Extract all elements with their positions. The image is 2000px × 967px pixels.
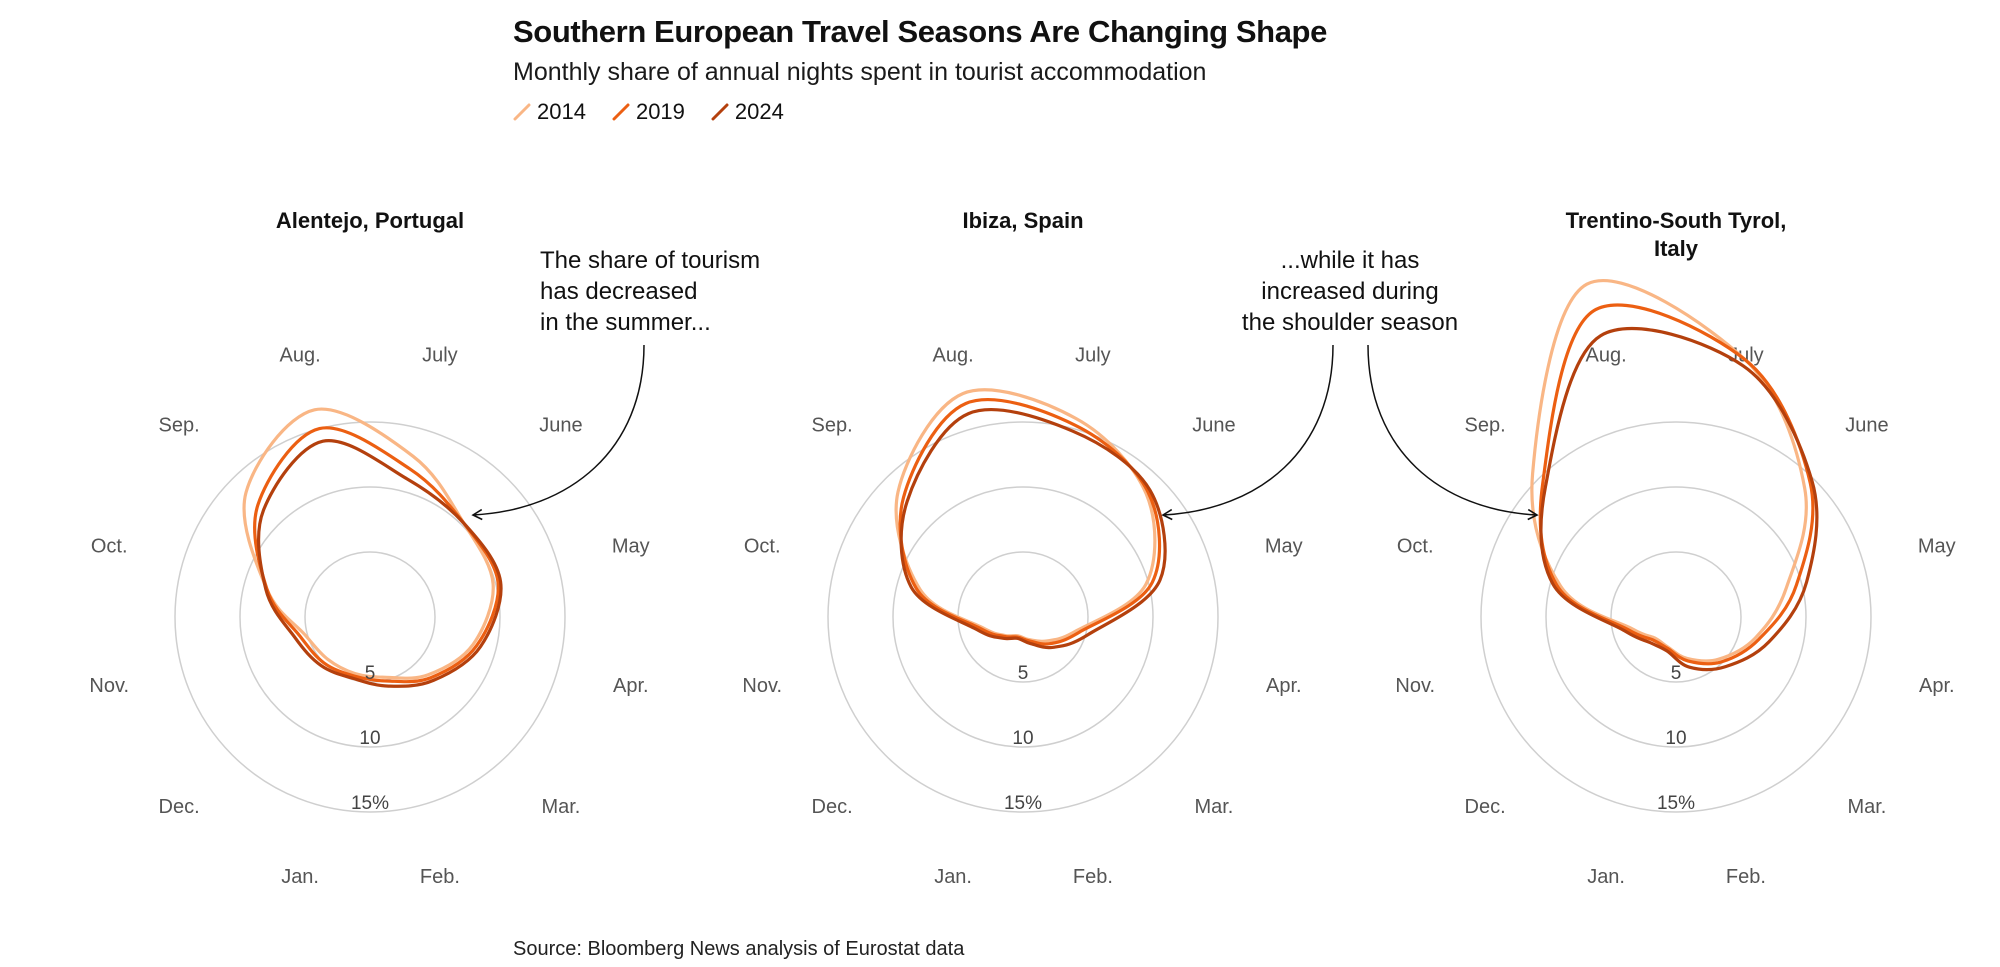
month-label-dec: Dec. bbox=[1465, 796, 1506, 818]
annotation-left-arrow bbox=[471, 344, 645, 521]
legend-swatch-2014 bbox=[513, 103, 531, 121]
series-line-2014 bbox=[894, 388, 1157, 643]
month-label-mar: Mar. bbox=[1194, 796, 1233, 818]
month-label-apr: Apr. bbox=[1266, 675, 1302, 697]
ring-5 bbox=[1610, 551, 1742, 683]
month-label-june: June bbox=[539, 414, 582, 436]
chart-subtitle: Monthly share of annual nights spent in … bbox=[513, 58, 1207, 86]
legend-item-2014: 2014 bbox=[513, 99, 586, 125]
series-line-2024 bbox=[899, 408, 1167, 650]
chart-title: Southern European Travel Seasons Are Cha… bbox=[513, 14, 1327, 49]
month-label-sep: Sep. bbox=[1465, 414, 1506, 436]
ring-label-10: 10 bbox=[1665, 728, 1686, 749]
ring-label-15: 15% bbox=[1657, 793, 1695, 814]
month-label-oct: Oct. bbox=[91, 535, 128, 557]
legend-swatch-line-2014 bbox=[513, 103, 531, 121]
month-label-nov: Nov. bbox=[742, 675, 782, 697]
month-label-nov: Nov. bbox=[89, 675, 129, 697]
month-label-aug: Aug. bbox=[1586, 344, 1627, 366]
panel-title: Ibiza, Spain bbox=[962, 208, 1083, 233]
month-label-mar: Mar. bbox=[1847, 796, 1886, 818]
legend-swatch-line-2024 bbox=[711, 103, 729, 121]
month-label-may: May bbox=[1918, 535, 1956, 557]
legend-swatch-2019 bbox=[612, 103, 630, 121]
panel-ibiza-spain: Jan. Feb. Mar. Apr. May June July Aug. Sep. Oct. N… bbox=[742, 208, 1302, 888]
month-label-sep: Sep. bbox=[159, 414, 200, 436]
series-line-2024 bbox=[257, 439, 503, 688]
month-label-may: May bbox=[1265, 535, 1303, 557]
month-label-feb: Feb. bbox=[1073, 866, 1113, 888]
ring-15 bbox=[1480, 421, 1872, 813]
month-label-feb: Feb. bbox=[1726, 866, 1766, 888]
series-line-2019 bbox=[253, 426, 500, 684]
ring-10 bbox=[239, 486, 501, 748]
month-label-apr: Apr. bbox=[1919, 675, 1955, 697]
ring-15 bbox=[827, 421, 1219, 813]
month-label-jan: Jan. bbox=[1587, 866, 1625, 888]
month-label-apr: Apr. bbox=[613, 675, 649, 697]
panel-title: Alentejo, Portugal bbox=[276, 208, 464, 233]
annotation-right: ...while it has increased during the shoul… bbox=[1242, 247, 1458, 336]
month-label-oct: Oct. bbox=[744, 535, 781, 557]
legend-label-2019: 2019 bbox=[635, 99, 685, 124]
panel-alentejo-portugal: Jan. Feb. Mar. Apr. May June July Aug. Sep. Oct. N… bbox=[89, 208, 649, 888]
month-label-may: May bbox=[612, 535, 650, 557]
ring-label-10: 10 bbox=[1012, 728, 1033, 749]
panel-trentino-south-tyrol-italy: Jan. Feb.Mar.Apr.MayJuneJulyAug.Sep.Oct.N… bbox=[1395, 208, 1955, 888]
legend-swatch-2024 bbox=[711, 103, 729, 121]
series-line-2014 bbox=[242, 407, 495, 680]
ring-15 bbox=[174, 421, 566, 813]
month-label-jan: Jan. bbox=[934, 866, 972, 888]
month-label-feb: Feb. bbox=[420, 866, 460, 888]
annotation-right-arrow-to-trentino bbox=[1367, 344, 1539, 521]
month-label-july: July bbox=[422, 344, 458, 366]
annotation-left: The share of tourism has decreased in the … bbox=[540, 247, 760, 336]
legend-item-2019: 2019 bbox=[612, 99, 685, 125]
annotation-layer: The share of tourism has decreased in the … bbox=[471, 247, 1539, 521]
source-note: Source: Bloomberg News analysis of Euros… bbox=[513, 938, 965, 960]
legend-label-2024: 2024 bbox=[734, 99, 784, 124]
series-line-2014 bbox=[1530, 279, 1808, 663]
month-label-nov: Nov. bbox=[1395, 675, 1435, 697]
ring-label-15: 15% bbox=[351, 793, 389, 814]
chart-panels: Jan. Feb. Mar. Apr. May June July Aug. Sep. Oct. N… bbox=[89, 208, 1955, 888]
series-line-2019 bbox=[898, 398, 1162, 646]
month-label-sep: Sep. bbox=[812, 414, 853, 436]
month-label-aug: Aug. bbox=[280, 344, 321, 366]
month-label-aug: Aug. bbox=[933, 344, 974, 366]
ring-label-10: 10 bbox=[359, 728, 380, 749]
legend-item-2024: 2024 bbox=[711, 99, 784, 125]
series-line-2019 bbox=[1538, 303, 1815, 666]
month-label-dec: Dec. bbox=[812, 796, 853, 818]
ring-label-5: 5 bbox=[1671, 663, 1682, 684]
month-label-june: June bbox=[1192, 414, 1235, 436]
legend-label-2014: 2014 bbox=[537, 99, 586, 124]
ring-label-5: 5 bbox=[1018, 663, 1029, 684]
ring-10 bbox=[1545, 486, 1807, 748]
month-label-mar: Mar. bbox=[541, 796, 580, 818]
month-label-july: July bbox=[1075, 344, 1111, 366]
month-label-june: June bbox=[1845, 414, 1888, 436]
legend: 2014 2019 2024 bbox=[513, 99, 1327, 125]
month-label-oct: Oct. bbox=[1397, 535, 1434, 557]
annotation-right-arrow-to-ibiza bbox=[1161, 344, 1334, 521]
panel-title: Trentino-South Tyrol, Italy bbox=[1566, 208, 1787, 261]
month-label-jan: Jan. bbox=[281, 866, 319, 888]
ring-10 bbox=[892, 486, 1154, 748]
month-label-dec: Dec. bbox=[159, 796, 200, 818]
series-line-2024 bbox=[1539, 326, 1819, 672]
ring-label-5: 5 bbox=[365, 663, 376, 684]
ring-label-15: 15% bbox=[1004, 793, 1042, 814]
legend-swatch-line-2019 bbox=[612, 103, 630, 121]
chart-header: Southern European Travel Seasons Are Cha… bbox=[513, 14, 1327, 125]
